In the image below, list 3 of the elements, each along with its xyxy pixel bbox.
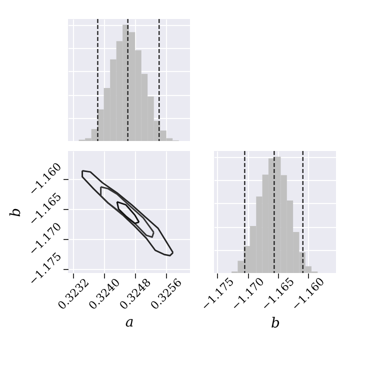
y-axis-title: b: [8, 208, 24, 217]
x-axis-title: b: [271, 315, 280, 332]
x-axis-title: a: [125, 314, 134, 331]
